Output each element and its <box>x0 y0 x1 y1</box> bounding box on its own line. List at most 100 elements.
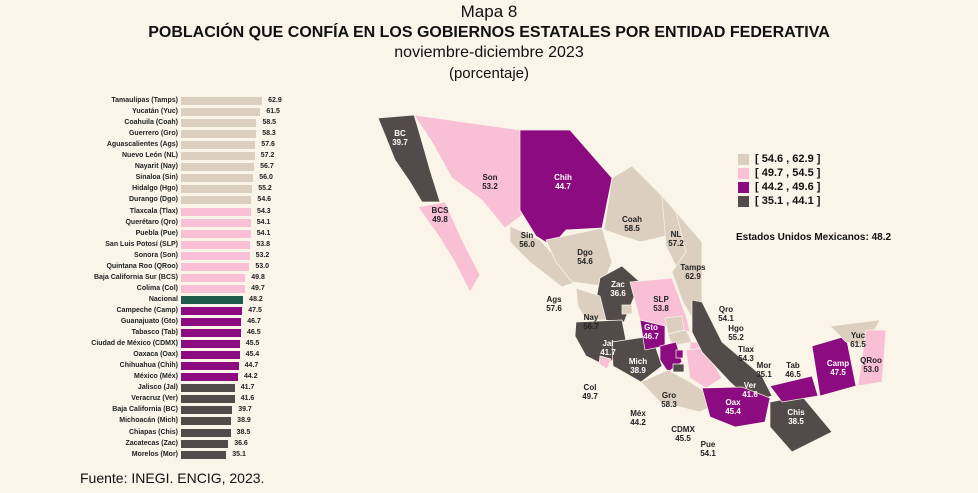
national-value: Estados Unidos Mexicanos: 48.2 <box>736 232 892 243</box>
bar-label: Zacatecas (Zac) <box>125 439 178 447</box>
state-value-label: 49.7 <box>582 392 598 401</box>
bar-row: Nacional 48.2 <box>0 294 320 306</box>
state-abbr-label: SLP <box>653 295 669 304</box>
state-abbr-label: Nay <box>584 313 599 322</box>
bar-row: Jalisco (Jal) 41.7 <box>0 382 320 394</box>
state-value-label: 45.5 <box>675 434 691 443</box>
bar-label: Nuevo León (NL) <box>122 152 178 160</box>
state-abbr-label: BC <box>394 129 406 138</box>
state-ags <box>621 304 633 315</box>
state-bc <box>377 114 441 203</box>
state-value-label: 53.2 <box>482 182 498 191</box>
bar <box>181 395 235 404</box>
bar-label: Tlaxcala (Tlax) <box>129 207 178 215</box>
state-abbr-label: QRoo <box>860 356 882 365</box>
state-value-label: 46.5 <box>785 370 801 379</box>
state-value-label: 41.6 <box>742 390 758 399</box>
bar-row: Baja California Sur (BCS) 49.8 <box>0 272 320 284</box>
state-value-label: 58.5 <box>624 224 640 233</box>
bar <box>181 262 250 271</box>
bar <box>181 141 256 150</box>
bar-row: Colima (Col) 49.7 <box>0 283 320 295</box>
bar-value: 46.7 <box>247 318 261 325</box>
legend-item: [ 35.1 , 44.1 ] <box>738 194 820 208</box>
bar-row: Sinaloa (Sin) 56.0 <box>0 172 320 184</box>
legend-label: [ 54.6 , 62.9 ] <box>755 153 821 165</box>
state-oax <box>701 386 771 428</box>
bar-value: 53.8 <box>256 240 271 248</box>
bar-label: Baja California Sur (BCS) <box>93 273 178 281</box>
bar-label: Sonora (Son) <box>134 251 178 259</box>
bar-row: Aguascalientes (Ags) 57.6 <box>0 139 320 151</box>
state-bcs <box>417 201 481 293</box>
bar-label: Querétaro (Qro) <box>125 218 178 226</box>
bar-label: Jalisco (Jal) <box>137 384 178 392</box>
bar-label: Yucatán (Yuc) <box>132 108 178 116</box>
bar-value: 41.6 <box>240 395 255 403</box>
state-value-label: 57.2 <box>668 239 684 248</box>
state-abbr-label: Camp <box>827 359 849 368</box>
bar-value: 47.5 <box>248 306 262 314</box>
bar <box>181 251 250 260</box>
state-abbr-label: Jal <box>602 339 613 348</box>
bar-label: Tamaulipas (Tamps) <box>111 97 178 104</box>
state-value-label: 44.7 <box>555 182 571 191</box>
state-abbr-label: CDMX <box>671 425 695 434</box>
legend: [ 54.6 , 62.9 ] [ 49.7 , 54.5 ] [ 44.2 ,… <box>738 152 820 208</box>
bar-label: Veracruz (Ver) <box>131 395 178 403</box>
state-value-label: 62.9 <box>685 272 701 281</box>
state-col <box>598 355 612 370</box>
state-abbr-label: Hgo <box>728 324 744 333</box>
state-value-label: 47.5 <box>830 368 846 377</box>
state-abbr-label: Dgo <box>577 248 593 257</box>
bar-label: Campeche (Camp) <box>116 306 178 314</box>
bar <box>181 450 227 459</box>
bar-value: 48.2 <box>249 295 263 303</box>
bar-row: Coahuila (Coah) 58.5 <box>0 117 320 129</box>
bar-label: Durango (Dgo) <box>129 196 178 204</box>
source-note: Fuente: INEGI. ENCIG, 2023. <box>80 470 265 486</box>
state-value-label: 36.6 <box>610 289 626 298</box>
bar-value: 44.7 <box>244 362 259 370</box>
bar-row: Zacatecas (Zac) 36.6 <box>0 438 320 450</box>
bar-row: Campeche (Camp) 47.5 <box>0 305 320 317</box>
bar-label: Quintana Roo (QRoo) <box>106 262 178 270</box>
bar-label: San Luis Potosí (SLP) <box>105 240 178 248</box>
state-abbr-label: Yuc <box>851 331 866 340</box>
bar-row: México (Méx) 44.2 <box>0 371 320 383</box>
bar <box>181 306 243 315</box>
bar-label: Ciudad de México (CDMX) <box>91 340 178 348</box>
state-abbr-label: Tlax <box>738 345 755 354</box>
bar-row: Puebla (Pue) 54.1 <box>0 228 320 240</box>
bar-row: Chihuahua (Chih) 44.7 <box>0 360 320 372</box>
state-abbr-label: Gto <box>644 323 658 332</box>
bar-value: 49.7 <box>251 284 265 292</box>
bar-row: Morelos (Mor) 35.1 <box>0 449 320 461</box>
bar-row: Sonora (Son) 53.2 <box>0 250 320 262</box>
state-mor <box>672 363 685 373</box>
bar-row: Chiapas (Chis) 38.5 <box>0 427 320 439</box>
state-abbr-label: Sin <box>521 231 534 240</box>
bar-row: Yucatán (Yuc) 61.5 <box>0 106 320 118</box>
state-value-label: 58.3 <box>661 400 677 409</box>
bar-row: Quintana Roo (QRoo) 53.0 <box>0 261 320 273</box>
state-abbr-label: Chis <box>787 408 805 417</box>
state-abbr-label: Col <box>584 383 597 392</box>
bar-label: Nayarit (Nay) <box>134 163 178 171</box>
bar-row: Baja California (BC) 39.7 <box>0 404 320 416</box>
state-abbr-label: Mich <box>629 357 647 366</box>
bar-row: Veracruz (Ver) 41.6 <box>0 393 320 405</box>
state-abbr-label: Son <box>482 173 497 182</box>
state-tamps <box>671 211 703 319</box>
bar-value: 54.6 <box>257 196 272 204</box>
bar <box>181 384 235 393</box>
legend-item: [ 49.7 , 54.5 ] <box>738 166 820 180</box>
bar <box>181 318 242 326</box>
bar-value: 39.7 <box>238 406 252 414</box>
bar-value: 45.4 <box>245 351 260 359</box>
bar-label: Michoacán (Mich) <box>119 417 178 425</box>
bar <box>181 373 239 382</box>
bar <box>181 284 246 293</box>
bar <box>181 417 232 426</box>
